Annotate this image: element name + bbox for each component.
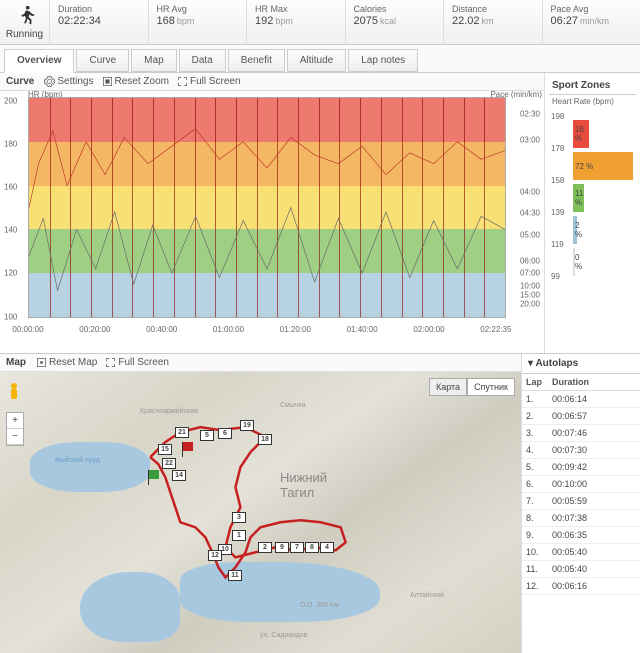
tab-curve[interactable]: Curve [76, 49, 129, 72]
sport-zones-panel: Sport Zones Heart Rate (bpm) 19817815813… [545, 73, 640, 353]
route-path [0, 372, 521, 653]
autolaps-columns: Lap Duration [522, 374, 640, 391]
header-stats: Running Duration02:22:34HR Avg168bpmHR M… [0, 0, 640, 45]
tab-overview[interactable]: Overview [4, 49, 74, 73]
lap-marker[interactable]: 5 [200, 430, 214, 441]
autolaps-panel: ▾ Autolaps Lap Duration 1.00:06:142.00:0… [522, 354, 640, 653]
poi-label: Красноармейская [140, 408, 198, 415]
end-flag-icon [182, 442, 193, 457]
fullscreen-icon [105, 357, 116, 368]
zone-bar: 0 % [573, 248, 575, 276]
lap-marker[interactable]: 3 [232, 512, 246, 523]
lap-marker[interactable]: 19 [240, 420, 254, 431]
lap-row[interactable]: 2.00:06:57 [522, 408, 640, 425]
stat-pace-avg: Pace Avg06:27min/km [543, 0, 640, 44]
lap-marker[interactable]: 15 [158, 444, 172, 455]
sport-zones-subtitle: Heart Rate (bpm) [549, 95, 636, 108]
lap-row[interactable]: 7.00:05:59 [522, 493, 640, 510]
map-toolbar: Map Reset Map Full Screen [0, 354, 521, 372]
reset-map-button[interactable]: Reset Map [36, 357, 97, 368]
tab-data[interactable]: Data [179, 49, 226, 72]
lap-row[interactable]: 3.00:07:46 [522, 425, 640, 442]
chart-title: Curve [6, 76, 34, 87]
reset-zoom-button[interactable]: Reset Zoom [102, 76, 169, 87]
route-map[interactable]: + − Карта Спутник Нижний Тагил Выйский п… [0, 372, 521, 653]
lap-marker[interactable]: 1 [232, 530, 246, 541]
lap-row[interactable]: 4.00:07:30 [522, 442, 640, 459]
lap-marker[interactable]: 14 [172, 470, 186, 481]
sport-zones-title: Sport Zones [549, 77, 636, 95]
settings-button[interactable]: Settings [44, 76, 93, 87]
lap-marker[interactable]: 6 [218, 428, 232, 439]
stat-hr-avg: HR Avg168bpm [149, 0, 248, 44]
lap-marker[interactable]: 4 [320, 542, 334, 553]
zone-bar: 16 % [573, 120, 589, 148]
autolaps-header[interactable]: ▾ Autolaps [522, 354, 640, 374]
lap-marker[interactable]: 9 [275, 542, 289, 553]
map-title: Map [6, 357, 26, 368]
tab-altitude[interactable]: Altitude [287, 49, 346, 72]
map-fullscreen-button[interactable]: Full Screen [105, 357, 169, 368]
stat-hr-max: HR Max192bpm [247, 0, 346, 44]
activity-badge: Running [0, 0, 50, 44]
lap-row[interactable]: 10.00:05:40 [522, 544, 640, 561]
zone-bar: 11 % [573, 184, 584, 212]
lap-marker[interactable]: 8 [305, 542, 319, 553]
start-flag-icon [148, 470, 159, 485]
stat-duration: Duration02:22:34 [50, 0, 149, 44]
gear-icon [44, 76, 55, 87]
activity-name: Running [4, 29, 45, 40]
lap-marker[interactable]: 11 [228, 570, 242, 581]
map-panel: Map Reset Map Full Screen + − Карта Спут… [0, 354, 522, 653]
fullscreen-icon [177, 76, 188, 87]
chart-panel: Curve Settings Reset Zoom Full Screen HR… [0, 73, 545, 353]
lap-row[interactable]: 8.00:07:38 [522, 510, 640, 527]
running-icon [14, 4, 36, 26]
lap-marker[interactable]: 2 [258, 542, 272, 553]
lap-marker[interactable]: 18 [258, 434, 272, 445]
poi-label: ул. Садоводов [260, 632, 307, 639]
lap-row[interactable]: 11.00:05:40 [522, 561, 640, 578]
tab-map[interactable]: Map [131, 49, 176, 72]
lap-marker[interactable]: 21 [175, 427, 189, 438]
lap-marker[interactable]: 12 [208, 550, 222, 561]
poi-label: О.П. 365 Км [300, 602, 339, 609]
lap-marker[interactable]: 22 [162, 458, 176, 469]
reset-map-icon [36, 357, 47, 368]
lap-row[interactable]: 1.00:06:14 [522, 391, 640, 408]
tabs-bar: OverviewCurveMapDataBenefitAltitudeLap n… [0, 45, 640, 73]
zone-bar: 72 % [573, 152, 633, 180]
zone-bar: 2 % [573, 216, 577, 244]
poi-label: Смычка [280, 402, 306, 409]
hr-pace-chart[interactable]: HR (bpm) Pace (min/km) 10012014016018020… [0, 91, 544, 336]
reset-zoom-icon [102, 76, 113, 87]
lap-row[interactable]: 6.00:10:00 [522, 476, 640, 493]
lap-row[interactable]: 9.00:06:35 [522, 527, 640, 544]
stat-distance: Distance22.02km [444, 0, 543, 44]
lap-marker[interactable]: 7 [290, 542, 304, 553]
stat-calories: Calories2075kcal [346, 0, 445, 44]
poi-label: Алтайский [410, 592, 444, 599]
tab-lap-notes[interactable]: Lap notes [348, 49, 418, 72]
fullscreen-button[interactable]: Full Screen [177, 76, 241, 87]
chart-toolbar: Curve Settings Reset Zoom Full Screen [0, 73, 544, 91]
lap-row[interactable]: 12.00:06:16 [522, 578, 640, 595]
lap-row[interactable]: 5.00:09:42 [522, 459, 640, 476]
tab-benefit[interactable]: Benefit [228, 49, 285, 72]
